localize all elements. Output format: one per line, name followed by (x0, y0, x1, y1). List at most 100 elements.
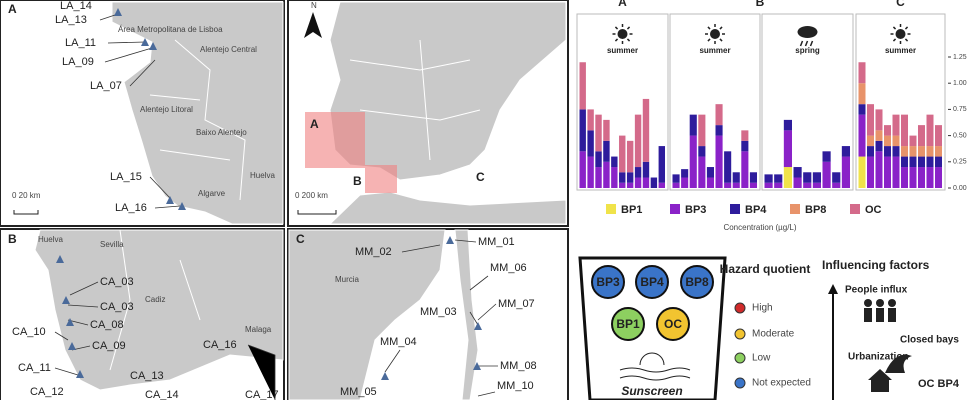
bar-segment (587, 130, 594, 157)
bar-segment (724, 151, 732, 183)
land (328, 191, 567, 225)
legend-swatch (670, 204, 680, 214)
bar-segment (918, 167, 925, 188)
bar-segment (909, 167, 917, 188)
bar-segment (812, 182, 821, 188)
compound: BP1 (616, 317, 640, 331)
legend-label: BP8 (805, 204, 826, 216)
region-label: Cadiz (145, 295, 165, 304)
land (329, 1, 567, 181)
bar-segment (918, 146, 925, 157)
bar-segment (579, 62, 586, 110)
season-label: summer (885, 46, 916, 55)
bar-segment (935, 167, 942, 188)
region-box (305, 112, 365, 168)
bar-segment (732, 182, 740, 188)
bar-segment (642, 177, 650, 188)
station-label: CA_16 (203, 339, 237, 351)
panel-letter: A (618, 0, 627, 9)
bar-segment (642, 98, 650, 162)
y-tick-label: 0.75 (953, 106, 967, 113)
station-label: CA_03 (100, 276, 134, 288)
legend-swatch (606, 204, 616, 214)
station-label: MM_07 (498, 298, 535, 310)
bar-segment (715, 135, 723, 188)
hazard-dot (734, 377, 746, 389)
station-label: MM_03 (420, 306, 457, 318)
leader-lines (54, 281, 276, 400)
station-label: MM_04 (380, 336, 417, 348)
legend-label: BP1 (621, 204, 642, 216)
map-overview: A B C N 0 200 km (287, 0, 569, 227)
bar-segment (611, 156, 618, 168)
bar-segment (926, 156, 934, 168)
panel-letter: A (8, 2, 17, 16)
bar-segment (603, 140, 610, 162)
bar-segment (841, 156, 850, 188)
factor: OC BP4 (918, 378, 960, 390)
region-label: Huelva (250, 171, 275, 180)
bar-segment (689, 114, 697, 136)
bar-segment (587, 156, 594, 188)
bar-segment (626, 182, 634, 188)
hazard-dot (734, 302, 746, 314)
y-tick-label: 0.00 (953, 185, 967, 192)
factors-title: Influencing factors (822, 258, 930, 272)
season-label: summer (607, 46, 638, 55)
land (34, 229, 284, 391)
bar-segment (783, 167, 792, 188)
bar-segment (764, 182, 773, 188)
bar-segment (909, 146, 917, 157)
station-label: LA_14 (60, 0, 92, 12)
panel-letter: B (756, 0, 765, 9)
bar-segment (724, 182, 732, 188)
panel-frame (761, 13, 854, 191)
people-icon (864, 299, 896, 322)
bar-segment (884, 125, 891, 136)
bar-segment (926, 167, 934, 188)
station-label: LA_11 (65, 37, 96, 49)
land (288, 229, 446, 400)
hazard-title: Hazard quotient (720, 262, 811, 276)
station-label: CA_17 (245, 389, 279, 400)
arrow-head (828, 284, 838, 294)
borders (149, 39, 246, 201)
north-arrow (304, 12, 322, 38)
north-label: N (311, 1, 317, 10)
bar-segment (634, 177, 642, 188)
bar-segment (901, 114, 908, 147)
factor: Closed bays (900, 335, 959, 346)
hazard-level: High (752, 303, 773, 314)
y-tick-label: 1.00 (953, 80, 967, 87)
bar-segment (884, 135, 891, 147)
factor: People influx (845, 285, 908, 296)
scale-label: 0 20 km (12, 191, 41, 200)
bar-segment (642, 161, 650, 178)
bar-segment (892, 114, 900, 136)
wave-icon (885, 354, 912, 373)
bar-segment (858, 83, 866, 105)
station-label: CA_03 (100, 301, 134, 313)
bar-segment (875, 109, 883, 131)
station-label: LA_09 (62, 56, 94, 68)
bar-segment (619, 135, 626, 173)
land (454, 229, 479, 400)
sun-icon (710, 29, 720, 39)
bar-segment (884, 156, 891, 188)
bar-segment (595, 114, 602, 152)
bar-segment (698, 114, 706, 147)
bar-segment (793, 177, 802, 188)
panel-letter: B (8, 232, 17, 246)
season-label: spring (795, 46, 820, 55)
bar-segment (658, 182, 665, 188)
station-label: CA_09 (92, 340, 126, 352)
bar-segment (793, 167, 802, 178)
sun-icon (617, 29, 628, 39)
bar-segment (822, 151, 831, 162)
bar-segment (681, 169, 689, 178)
leader-lines (99, 13, 181, 209)
station-label: CA_12 (30, 386, 64, 398)
sun-rays (890, 24, 911, 44)
